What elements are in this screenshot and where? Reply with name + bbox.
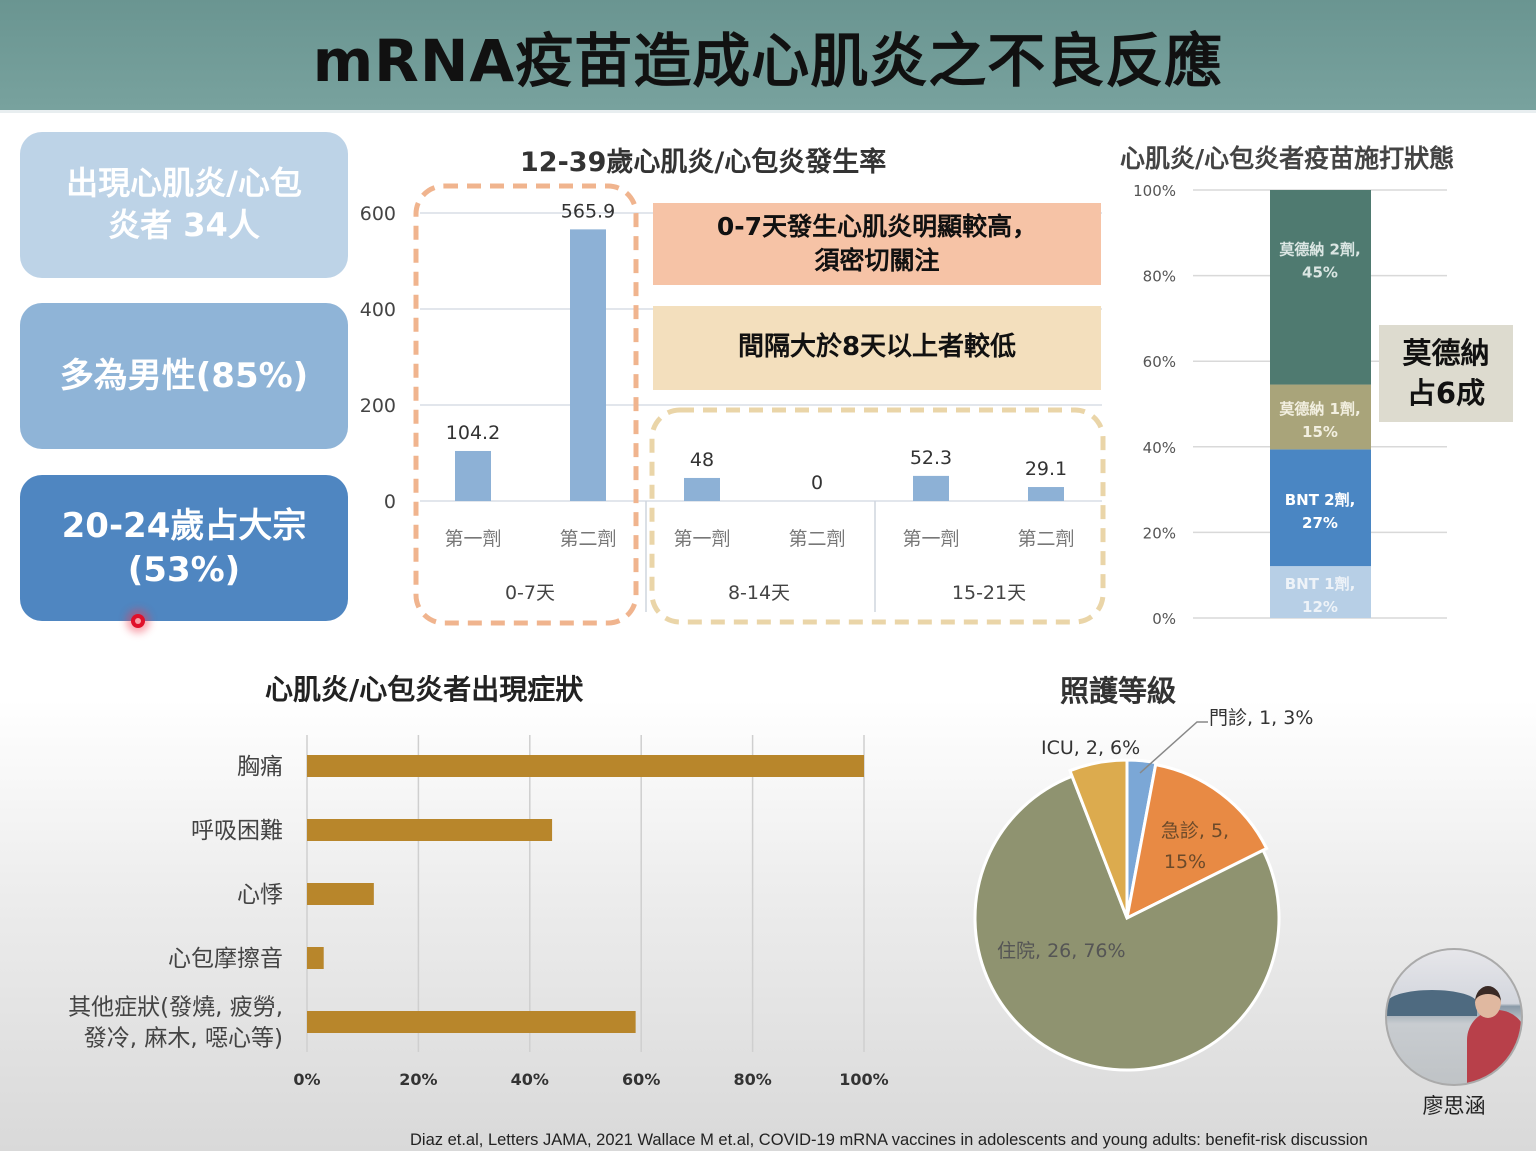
segment-label: 15% — [1302, 423, 1338, 441]
x-tick-label: 40% — [511, 1070, 549, 1089]
speaker-name: 廖思涵 — [1422, 1094, 1486, 1118]
data-label: 0 — [811, 472, 823, 494]
highlight-box-0-7-days — [413, 183, 639, 626]
citation: Diaz et.al, Letters JAMA, 2021 Wallace M… — [410, 1131, 1368, 1149]
pie-slice — [1067, 758, 1129, 919]
stacked-segment — [1270, 190, 1371, 385]
speaker-avatar — [1385, 948, 1523, 1086]
segment-label: BNT 1劑, — [1285, 575, 1356, 593]
callout-0-7-days-high: 0-7天發生心肌炎明顯較高， 須密切關注 — [653, 203, 1101, 285]
bar — [307, 1011, 636, 1033]
bar — [307, 819, 553, 841]
x-tick-label: 第二劑 — [559, 528, 616, 550]
group-label: 0-7天 — [505, 582, 555, 604]
x-tick-label: 第一劑 — [673, 528, 730, 550]
category-label: 胸痛 — [237, 754, 283, 780]
y-tick-label: 60% — [1143, 353, 1176, 371]
slice-label: ICU, 2, 6% — [1041, 737, 1140, 759]
category-label: 其他症狀(發燒, 疲勞, — [68, 995, 283, 1021]
stacked-segment — [1270, 566, 1371, 618]
stat-line: 炎者 34人 — [108, 206, 260, 244]
stat-box-total-cases: 出現心肌炎/心包 炎者 34人 — [20, 132, 348, 278]
category-label: 呼吸困難 — [191, 818, 283, 844]
care-level-chart-title: 照護等級 — [1060, 674, 1177, 708]
segment-label: 45% — [1302, 263, 1338, 281]
stacked-segment — [1270, 384, 1371, 450]
category-label: 心包摩擦音 — [168, 946, 283, 972]
stat-line: 出現心肌炎/心包 — [66, 164, 302, 203]
bar — [307, 755, 864, 777]
stat-line: (53%) — [127, 550, 241, 590]
symptoms-chart-title: 心肌炎/心包炎者出現症狀 — [265, 673, 584, 706]
y-tick-label: 40% — [1143, 439, 1176, 457]
callout-interval-lower: 間隔大於8天以上者較低 — [653, 306, 1101, 390]
callout-line: 須密切關注 — [814, 246, 940, 275]
stat-box-male-ratio: 多為男性(85%) — [20, 303, 348, 449]
y-tick-label: 20% — [1143, 524, 1176, 542]
callout-line: 0-7天發生心肌炎明顯較高， — [716, 212, 1038, 242]
callout-line: 間隔大於8天以上者較低 — [737, 332, 1017, 363]
category-label: 發冷, 麻木, 噁心等) — [84, 1026, 283, 1052]
x-tick-label: 第一劑 — [444, 528, 501, 550]
callout-line: 占6成 — [1406, 375, 1486, 410]
group-label: 8-14天 — [728, 582, 790, 604]
slice-label: 門診, 1, 3% — [1209, 707, 1313, 729]
callout-line: 莫德納 — [1402, 336, 1490, 371]
x-tick-label: 20% — [399, 1070, 437, 1089]
segment-label: 莫德納 2劑, — [1279, 240, 1360, 258]
pie-slice — [973, 774, 1281, 1072]
slice-label: 15% — [1164, 851, 1206, 873]
title-banner: mRNA疫苗造成心肌炎之不良反應 — [0, 0, 1536, 113]
callout-moderna-share: 莫德納 占6成 — [1379, 325, 1513, 422]
stat-line: 多為男性(85%) — [59, 355, 309, 396]
highlight-box-8-21-days — [649, 407, 1106, 625]
y-tick-label: 100% — [1133, 182, 1176, 200]
stacked-segment — [1270, 449, 1371, 567]
data-label: 29.1 — [1025, 458, 1067, 480]
x-tick-label: 0% — [293, 1070, 320, 1089]
category-label: 心悸 — [237, 882, 283, 908]
bar — [570, 229, 606, 502]
data-label: 48 — [690, 449, 714, 471]
x-tick-label: 100% — [839, 1070, 888, 1089]
bar — [307, 947, 324, 969]
y-tick-label: 80% — [1143, 268, 1176, 286]
pie-slice — [1124, 762, 1269, 921]
slice-label: 住院, 26, 76% — [997, 940, 1126, 962]
y-tick-label: 0 — [384, 491, 396, 513]
bar — [1028, 487, 1064, 501]
incidence-chart-title: 12-39歲心肌炎/心包炎發生率 — [520, 147, 887, 178]
bar — [455, 450, 491, 501]
segment-label: 12% — [1302, 598, 1338, 616]
page-title: mRNA疫苗造成心肌炎之不良反應 — [312, 27, 1224, 95]
y-tick-label: 200 — [360, 395, 396, 417]
x-tick-label: 80% — [733, 1070, 771, 1089]
x-tick-label: 第一劑 — [902, 528, 959, 550]
data-label: 52.3 — [910, 447, 952, 469]
x-tick-label: 60% — [622, 1070, 660, 1089]
vaccine-status-chart-title: 心肌炎/心包炎者疫苗施打狀態 — [1120, 144, 1455, 173]
laser-pointer-icon — [131, 614, 145, 628]
y-tick-label: 600 — [360, 203, 396, 225]
leader-line — [1139, 721, 1208, 774]
segment-label: BNT 2劑, — [1285, 491, 1356, 509]
stat-line: 20-24歲占大宗 — [61, 505, 307, 546]
data-label: 565.9 — [561, 200, 615, 222]
segment-label: 27% — [1302, 514, 1338, 532]
data-label: 104.2 — [446, 422, 500, 444]
segment-label: 莫德納 1劑, — [1279, 400, 1360, 418]
group-label: 15-21天 — [952, 582, 1026, 604]
stat-box-age-group: 20-24歲占大宗 (53%) — [20, 475, 348, 621]
y-tick-label: 400 — [360, 299, 396, 321]
y-tick-label: 0% — [1152, 610, 1176, 628]
slice-label: 急診, 5, — [1161, 820, 1229, 842]
x-tick-label: 第二劑 — [1017, 528, 1074, 550]
bar — [307, 883, 374, 905]
bar — [913, 475, 949, 501]
x-tick-label: 第二劑 — [788, 528, 845, 550]
bar — [684, 477, 720, 501]
